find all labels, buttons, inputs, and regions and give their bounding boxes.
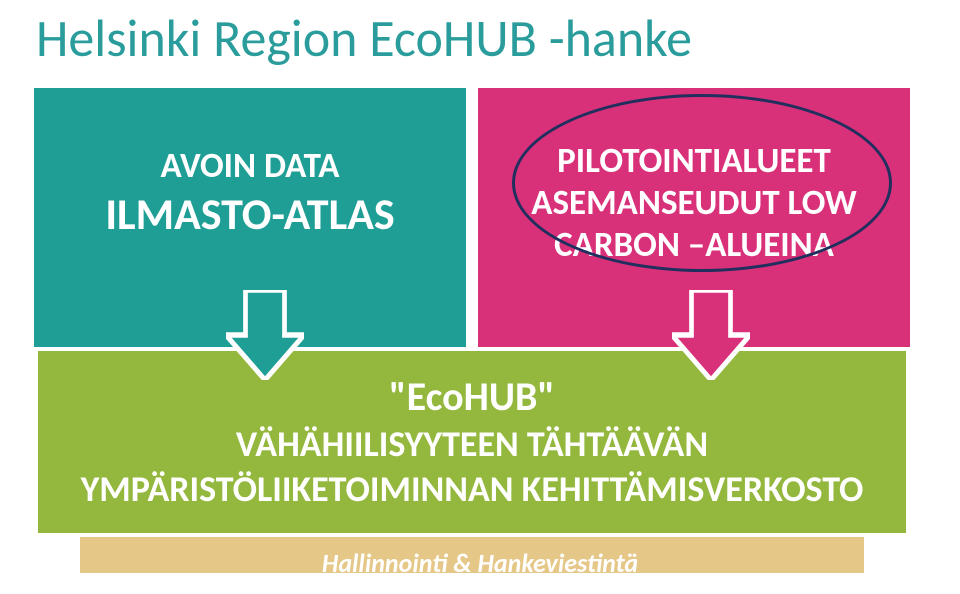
box-green-line1: "EcoHUB" — [389, 372, 555, 422]
box-left-inner: AVOIN DATA ILMASTO-ATLAS — [105, 145, 394, 241]
box-green: "EcoHUB" VÄHÄHIILISYYTEEN TÄHTÄÄVÄN YMPÄ… — [34, 347, 910, 537]
arrow-right — [672, 290, 750, 380]
box-left-line2: ILMASTO-ATLAS — [105, 187, 394, 241]
arrow-left — [226, 290, 304, 380]
footer-text: Hallinnointi & Hankeviestintä — [0, 547, 960, 579]
box-left-line1: AVOIN DATA — [105, 145, 394, 187]
slide-title: Helsinki Region EcoHUB -hanke — [36, 6, 692, 70]
slide-stage: Helsinki Region EcoHUB -hanke AVOIN DATA… — [0, 0, 960, 594]
box-green-line3: YMPÄRISTÖLIIKETOIMINNAN KEHITTÄMISVERKOS… — [81, 467, 864, 512]
highlight-ellipse — [512, 94, 892, 272]
box-green-line2: VÄHÄHIILISYYTEEN TÄHTÄÄVÄN — [236, 422, 708, 467]
